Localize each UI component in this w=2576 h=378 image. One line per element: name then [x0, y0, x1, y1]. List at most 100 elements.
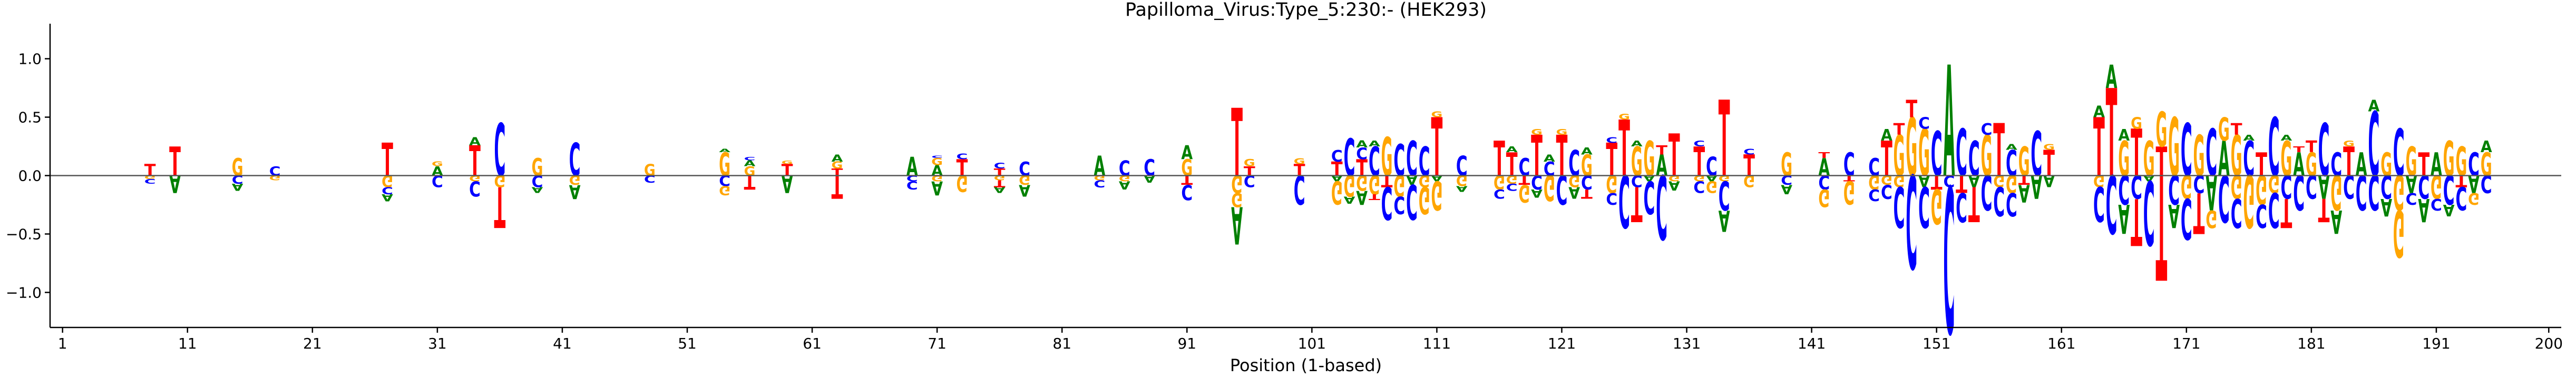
logo-letter-c: C [2031, 120, 2042, 190]
logo-letter-a: A [2318, 167, 2330, 205]
logo-letter-c: C [2368, 164, 2379, 220]
logo-letter-c: C [1868, 154, 1880, 182]
logo-letter-g: G [1843, 173, 1855, 211]
logo-letter-c: C [2181, 110, 2192, 193]
logo-letter-a: A [906, 152, 918, 182]
logo-letter-c: C [1981, 164, 1993, 220]
logo-letter-a: A [2031, 167, 2042, 205]
logo-letter-g: G [1606, 170, 1617, 198]
logo-letter-g: G [1544, 166, 1555, 207]
logo-letter-c: C [719, 172, 730, 190]
logo-letter-t: T [1531, 124, 1543, 190]
logo-letter-g: G [1344, 168, 1355, 202]
logo-letter-g: G [2455, 139, 2467, 185]
logo-letter-c: C [1968, 132, 1980, 187]
x-tick-label: 171 [2172, 335, 2200, 352]
logo-letter-a: A [1544, 153, 1556, 164]
logo-letter-g: G [2231, 124, 2242, 189]
logo-letter-g: G [2281, 131, 2292, 187]
logo-letter-g: G [1556, 127, 1568, 137]
y-axis: −1.0 −0.5 0.0 0.5 1.0 [6, 24, 51, 327]
logo-letter-c: C [1556, 166, 1568, 213]
logo-letter-g: G [1981, 124, 1993, 189]
logo-letter-g: G [1494, 171, 1505, 193]
logo-letter-g: G [2431, 167, 2442, 205]
logo-letter-a: A [782, 170, 793, 198]
logo-letter-g: G [2143, 131, 2155, 187]
y-tick-label: −1.0 [6, 284, 42, 301]
logo-letter-g: G [931, 157, 943, 168]
x-tick-label: 31 [428, 335, 447, 352]
logo-letter-a: A [744, 159, 756, 168]
logo-letter-a: A [994, 185, 1006, 194]
logo-letter-c: C [1581, 171, 1593, 194]
logo-letter-c: C [1956, 183, 1967, 231]
logo-letter-c: C [2093, 175, 2105, 231]
logo-letter-a: A [2281, 133, 2292, 142]
x-tick-label: 151 [1923, 335, 1950, 352]
logo-letter-g: G [2218, 111, 2230, 148]
logo-letter-t: T [1894, 121, 1906, 139]
x-tick-label: 41 [553, 335, 572, 352]
logo-letter-c: C [2181, 185, 2192, 251]
logo-letter-a: A [2218, 131, 2230, 187]
logo-letter-a: A [532, 185, 543, 194]
logo-letter-t: T [994, 177, 1006, 188]
logo-letter-t: T [1993, 110, 2005, 193]
y-tick-label: 0.0 [18, 167, 42, 185]
logo-letter-a: A [2368, 96, 2379, 115]
logo-letter-c: C [2143, 160, 2155, 263]
x-tick-label: 11 [178, 335, 197, 352]
logo-letter-g: G [719, 183, 730, 198]
logo-letter-c: C [1181, 180, 1193, 203]
logo-letter-t: T [832, 167, 843, 204]
logo-letter-g: G [1918, 116, 1930, 191]
logo-letter-g: G [2268, 170, 2280, 198]
logo-letter-g: G [2181, 167, 2192, 205]
logo-letter-a: A [1656, 150, 1667, 183]
logo-letter-g: G [2168, 102, 2180, 195]
logo-letter-g: G [144, 174, 156, 180]
logo-letter-g: G [1581, 150, 1593, 183]
logo-letter-a: A [1019, 181, 1030, 200]
logo-letter-g: G [494, 172, 506, 191]
logo-letter-g: G [1419, 178, 1430, 221]
logo-letter-c: C [2443, 166, 2455, 213]
x-tick-label: 71 [928, 335, 947, 352]
logo-letter-c: C [144, 177, 156, 185]
logo-letter-g: G [1244, 158, 1255, 169]
logo-letter-g: G [2155, 102, 2167, 158]
logo-letter-c: C [2306, 167, 2317, 204]
logo-letter-c: C [432, 171, 443, 190]
logo-letter-g: G [1431, 110, 1443, 120]
logo-letter-c: C [1393, 191, 1405, 218]
logo-letter-c: C [1606, 135, 1617, 145]
logo-letter-t: T [494, 174, 506, 240]
x-tick-label: 111 [1423, 335, 1451, 352]
logo-letter-g: G [2481, 146, 2492, 184]
logo-letter-g: G [957, 170, 968, 196]
logo-letter-c: C [1294, 166, 1305, 213]
logo-letter-t: T [1668, 123, 1680, 190]
logo-letter-a: A [2481, 137, 2492, 156]
logo-letter-c: C [2431, 195, 2442, 213]
logo-letter-c: C [1019, 157, 1030, 180]
logo-letter-g: G [2043, 143, 2055, 152]
logo-letter-g: G [1818, 184, 1830, 212]
logo-letter-g: G [1894, 172, 1905, 191]
logo-letter-a: A [1119, 178, 1131, 192]
logo-letter-a: A [2443, 201, 2455, 220]
logo-letter-c: C [1743, 147, 1755, 156]
logo-letter-g: G [2380, 146, 2392, 184]
logo-letter-g: G [2206, 205, 2217, 233]
logo-letter-c: C [994, 161, 1006, 171]
logo-letter-a: A [2243, 133, 2255, 142]
logo-letter-c: C [2168, 166, 2180, 213]
logo-letter-g: G [1393, 168, 1405, 202]
logo-letter-g: G [1518, 179, 1530, 207]
x-tick-label: 200 [2535, 335, 2563, 352]
logo-letter-c: C [1706, 152, 1718, 182]
logo-letter-c: C [2268, 101, 2280, 195]
logo-letter-t: T [1494, 131, 1505, 187]
logo-letter-c: C [1693, 139, 1705, 148]
